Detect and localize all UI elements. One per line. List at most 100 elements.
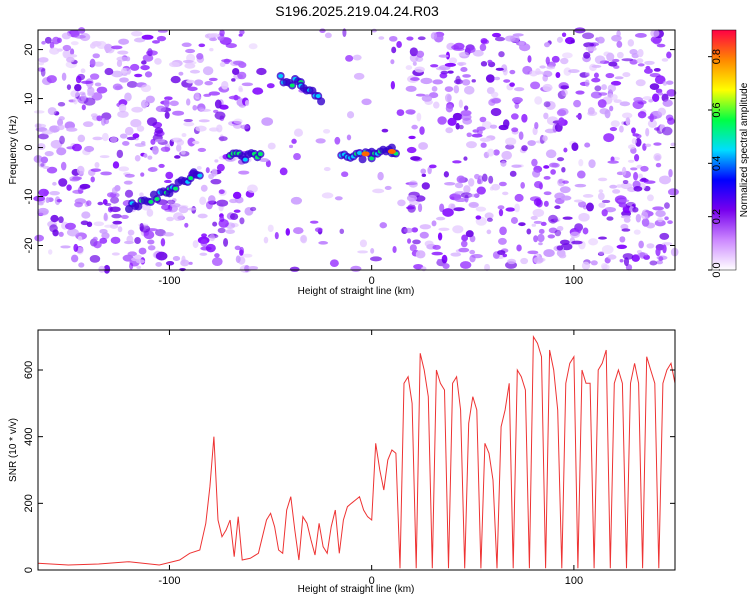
noise-blob	[329, 259, 339, 268]
noise-blob	[94, 162, 100, 168]
noise-blob	[50, 139, 63, 149]
noise-blob	[45, 197, 50, 204]
noise-blob	[247, 184, 258, 193]
noise-blob	[556, 157, 565, 162]
noise-blob	[285, 228, 291, 236]
noise-blob	[103, 118, 110, 125]
noise-blob	[81, 211, 91, 219]
noise-blob	[58, 231, 64, 237]
noise-blob	[655, 247, 661, 257]
noise-blob	[405, 85, 417, 92]
noise-blob	[192, 104, 198, 111]
noise-blob	[616, 40, 623, 48]
noise-blob	[560, 57, 569, 65]
noise-blob	[418, 142, 429, 150]
noise-blob	[649, 260, 658, 266]
noise-blob	[66, 184, 72, 191]
noise-blob	[219, 61, 226, 68]
noise-blob	[205, 200, 213, 210]
signal-core	[357, 150, 363, 155]
noise-blob	[164, 179, 172, 184]
noise-blob	[598, 251, 605, 256]
noise-blob	[89, 73, 100, 80]
noise-blob	[591, 64, 602, 68]
noise-blob	[200, 184, 208, 192]
noise-blob	[321, 192, 334, 199]
noise-blob	[134, 236, 141, 244]
noise-blob	[359, 239, 368, 248]
noise-blob	[232, 191, 242, 200]
noise-blob	[180, 259, 190, 267]
noise-blob	[274, 231, 279, 240]
noise-blob	[66, 127, 78, 132]
noise-blob	[75, 75, 82, 84]
noise-blob	[498, 181, 507, 187]
noise-blob	[170, 203, 181, 208]
noise-blob	[166, 216, 174, 222]
noise-blob	[49, 41, 55, 49]
noise-blob	[447, 70, 454, 74]
noise-blob	[510, 217, 518, 224]
noise-blob	[665, 80, 674, 85]
noise-blob	[90, 113, 98, 118]
noise-blob	[505, 207, 516, 212]
spectrogram-x-axis-label: Height of straight line (km)	[298, 286, 415, 297]
noise-blob	[598, 92, 608, 96]
noise-blob	[168, 61, 180, 68]
noise-blob	[642, 96, 652, 101]
noise-blob	[471, 79, 476, 83]
noise-blob	[136, 265, 142, 270]
noise-blob	[638, 240, 644, 249]
noise-blob	[655, 210, 666, 218]
colorbar-gradient	[711, 29, 737, 271]
noise-blob	[582, 205, 588, 210]
noise-blob	[616, 30, 621, 38]
noise-blob	[617, 199, 630, 203]
noise-blob	[170, 75, 181, 84]
noise-blob	[556, 245, 564, 251]
noise-blob	[396, 41, 402, 49]
snr-line	[37, 334, 676, 569]
noise-blob	[474, 173, 480, 180]
snr-frame	[37, 329, 676, 571]
noise-blob	[46, 166, 58, 174]
noise-blob	[122, 254, 134, 262]
noise-blob	[629, 49, 638, 55]
noise-blob	[538, 228, 545, 234]
y-tick-label: 200	[23, 494, 35, 512]
noise-blob	[452, 207, 465, 212]
noise-blob	[182, 59, 194, 64]
noise-blob	[346, 111, 355, 119]
noise-blob	[38, 61, 44, 66]
noise-blob	[529, 70, 538, 77]
noise-blob	[334, 136, 341, 145]
noise-blob	[498, 209, 504, 217]
noise-blob	[634, 33, 647, 38]
noise-blob	[437, 116, 447, 125]
signal-peak	[387, 148, 396, 154]
noise-blob	[134, 143, 146, 147]
noise-blob	[235, 255, 241, 264]
noise-blob	[384, 185, 392, 190]
noise-blob	[225, 43, 237, 49]
noise-blob	[139, 222, 144, 232]
noise-blob	[104, 67, 114, 76]
noise-blob	[554, 205, 561, 210]
noise-blob	[432, 244, 441, 250]
noise-blob	[101, 232, 110, 240]
noise-blob	[659, 175, 671, 185]
noise-blob	[466, 132, 472, 138]
noise-blob	[658, 256, 664, 262]
noise-blob	[244, 100, 250, 106]
noise-blob	[518, 131, 524, 140]
noise-blob	[439, 72, 448, 79]
noise-blob	[293, 128, 304, 137]
noise-blob	[219, 29, 225, 37]
noise-blob	[630, 167, 638, 171]
signal-peak	[361, 151, 370, 157]
noise-blob	[559, 186, 571, 194]
y-tick-label: 600	[23, 361, 35, 379]
noise-blob	[267, 224, 274, 233]
noise-blob	[539, 65, 546, 69]
noise-blob	[141, 60, 147, 65]
